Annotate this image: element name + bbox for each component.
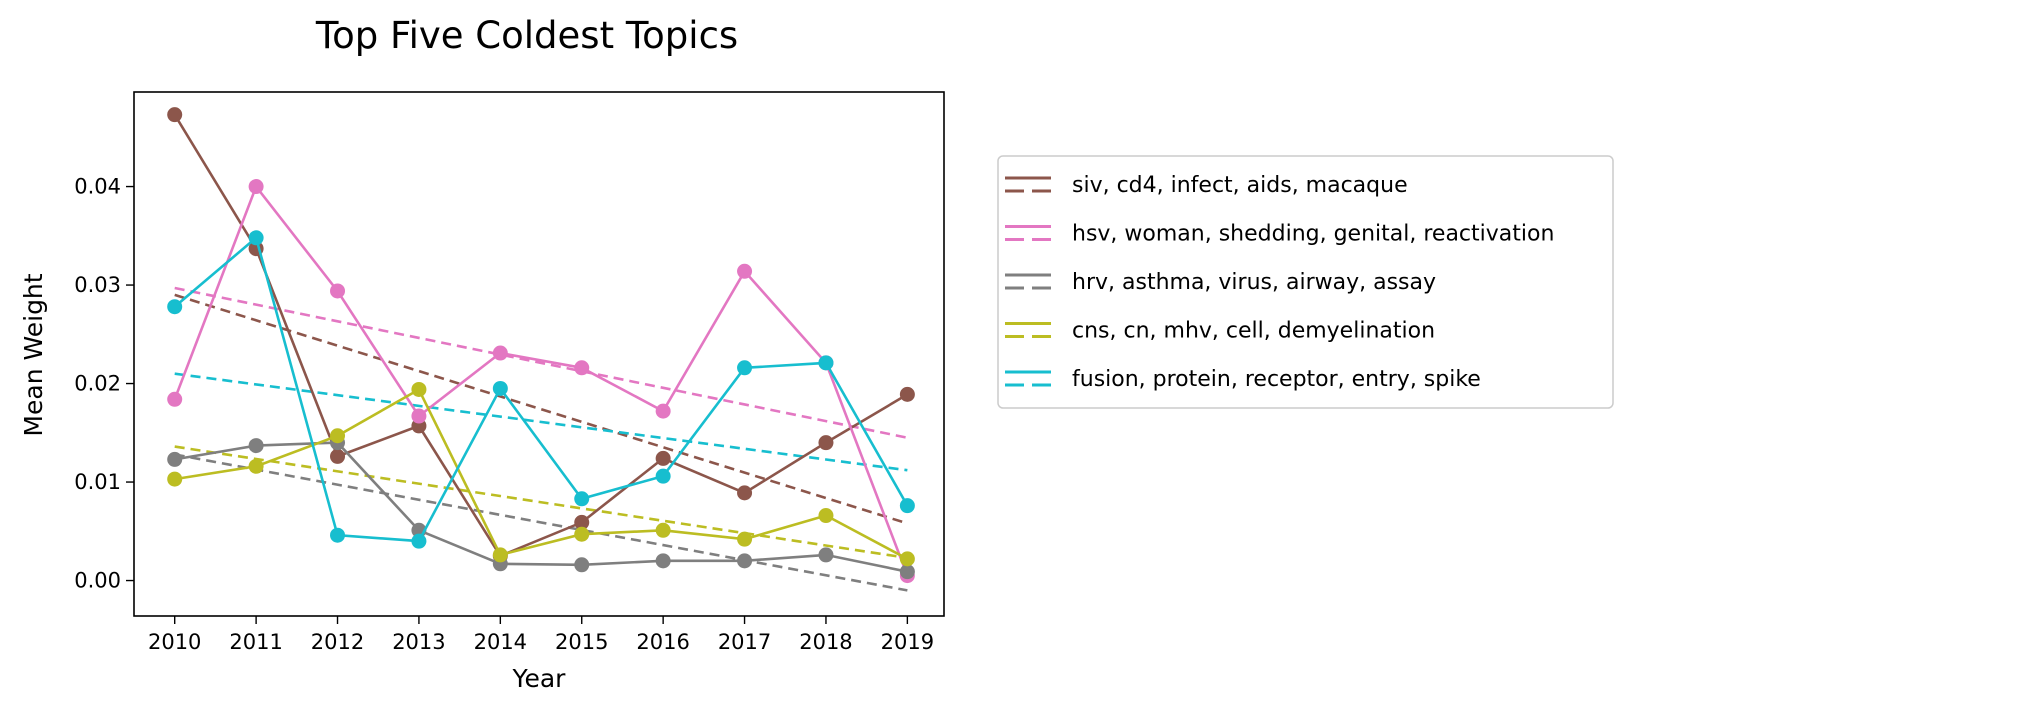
data-point xyxy=(818,547,834,563)
data-point xyxy=(899,551,915,567)
data-point xyxy=(248,230,264,246)
legend: siv, cd4, infect, aids, macaque hsv, woma… xyxy=(997,155,1614,409)
data-point xyxy=(655,522,671,538)
series-line-2 xyxy=(173,183,909,577)
y-axis-label: Mean Weight xyxy=(19,273,48,436)
x-tick-label: 2016 xyxy=(636,630,689,654)
data-point xyxy=(655,553,671,569)
legend-label-5: fusion, protein, receptor, entry, spike xyxy=(1072,367,1481,392)
data-point xyxy=(899,386,915,402)
x-tick-label: 2017 xyxy=(718,630,771,654)
data-point xyxy=(818,435,834,451)
data-point xyxy=(492,345,508,361)
x-tick-label: 2018 xyxy=(799,630,852,654)
data-point xyxy=(818,508,834,524)
x-axis-label: Year xyxy=(512,664,567,693)
series-line-1 xyxy=(173,114,909,558)
legend-label-1: siv, cd4, infect, aids, macaque xyxy=(1072,173,1408,198)
legend-label-3: hrv, asthma, virus, airway, assay xyxy=(1072,270,1436,295)
plot-frame xyxy=(133,91,945,617)
data-point xyxy=(574,514,590,530)
data-point xyxy=(167,299,183,315)
chart-title: Top Five Coldest Topics xyxy=(315,14,738,57)
series-line-5 xyxy=(173,235,909,543)
data-point xyxy=(818,355,834,371)
data-point xyxy=(492,547,508,563)
data-point xyxy=(737,485,753,501)
y-tick-label: 0.01 xyxy=(74,470,121,494)
x-tick-label: 2010 xyxy=(148,630,201,654)
y-tick-label: 0.00 xyxy=(74,569,121,593)
x-tick-label: 2011 xyxy=(229,630,282,654)
x-tick-label: 2019 xyxy=(881,630,934,654)
series-line-3 xyxy=(174,441,908,573)
data-point xyxy=(737,263,753,279)
trend-line-5 xyxy=(174,372,908,472)
legend-label-4: cns, cn, mhv, cell, demyelination xyxy=(1072,319,1435,344)
data-point xyxy=(899,564,915,580)
data-point xyxy=(248,438,264,454)
data-point xyxy=(655,450,671,466)
data-point xyxy=(330,448,346,464)
data-point xyxy=(574,526,590,542)
data-point xyxy=(167,107,183,123)
data-point xyxy=(248,179,264,195)
data-point xyxy=(737,360,753,376)
data-point xyxy=(167,391,183,407)
y-tick-label: 0.02 xyxy=(74,372,121,396)
data-point xyxy=(574,491,590,507)
data-point xyxy=(167,451,183,467)
series-line-4 xyxy=(174,387,909,561)
trend-line-4 xyxy=(174,445,908,560)
y-tick-label: 0.04 xyxy=(74,175,121,199)
data-point xyxy=(737,553,753,569)
data-point xyxy=(330,283,346,299)
data-point xyxy=(574,360,590,376)
x-tick-label: 2012 xyxy=(311,630,364,654)
data-point xyxy=(655,468,671,484)
data-point xyxy=(248,458,264,474)
x-tick-label: 2015 xyxy=(555,630,608,654)
x-axis: 2010 2011 2012 2013 2014 2015 2016 2017 2018 2019 xyxy=(148,616,934,654)
data-point xyxy=(574,557,590,573)
x-tick-label: 2014 xyxy=(474,630,527,654)
legend-label-2: hsv, woman, shedding, genital, reactivat… xyxy=(1072,222,1554,247)
data-point xyxy=(330,428,346,444)
data-point xyxy=(492,380,508,396)
legend-frame xyxy=(997,155,1614,409)
data-point xyxy=(330,527,346,543)
trend-line-2 xyxy=(174,286,908,439)
data-point xyxy=(167,471,183,487)
data-point xyxy=(411,381,427,397)
data-point xyxy=(411,533,427,549)
trend-line-3 xyxy=(174,453,908,592)
plot-area xyxy=(167,107,915,592)
data-point xyxy=(411,408,427,424)
y-tick-label: 0.03 xyxy=(74,273,121,297)
y-axis: 0.00 0.01 0.02 0.03 0.04 xyxy=(74,175,134,593)
data-point xyxy=(737,531,753,547)
data-point xyxy=(655,403,671,419)
x-tick-label: 2013 xyxy=(392,630,445,654)
data-point xyxy=(899,498,915,514)
